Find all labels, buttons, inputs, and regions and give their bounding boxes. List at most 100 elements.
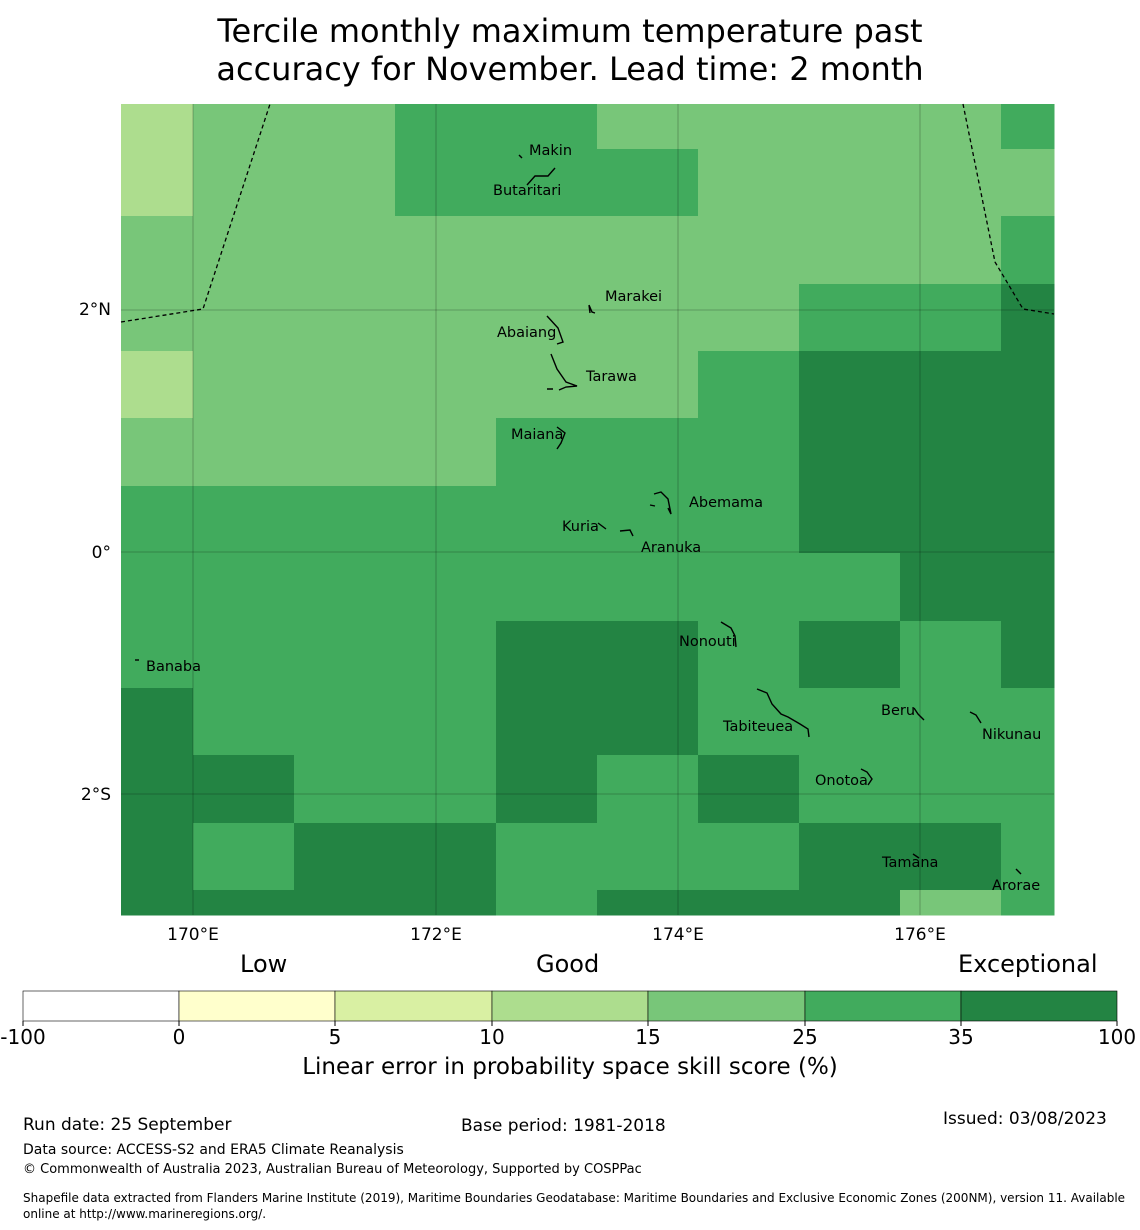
category-good: Good (536, 950, 600, 978)
grid-cell (698, 149, 800, 217)
grid-cell (193, 755, 295, 824)
eez-boundaries (120, 103, 1055, 323)
grid-cell (1001, 688, 1055, 756)
colorbar-swatch (491, 990, 649, 1022)
grid-cell (698, 755, 800, 824)
grid-cell (294, 418, 396, 487)
grid-cell (698, 486, 800, 554)
grid-cell (900, 486, 1002, 554)
island-labels: Makin Butaritari Marakei Abaiang Tarawa Maian… (146, 143, 1041, 894)
island-outline (597, 522, 634, 537)
graticule (121, 104, 1054, 915)
grid-cell (597, 755, 699, 824)
grid-cell (496, 688, 598, 756)
data-source: Data source: ACCESS-S2 and ERA5 Climate … (23, 1142, 404, 1158)
grid-cell (121, 351, 194, 419)
island-label: Tabiteuea (722, 719, 793, 735)
colorbar-tick-label: 15 (635, 1025, 660, 1049)
grid-cell (121, 755, 194, 824)
grid-cell (294, 688, 396, 756)
grid-cell (496, 149, 598, 217)
grid-cell (799, 418, 901, 487)
grid-cell (799, 688, 901, 756)
grid-cell (496, 351, 598, 419)
island-label: Banaba (146, 659, 201, 675)
grid-cell (496, 621, 598, 689)
skill-map: 2°N 0° 2°S 170°E 172°E 174°E 176°E Makin Butar… (79, 103, 1055, 945)
grid-cell (597, 418, 699, 487)
island-outline (1015, 868, 1022, 875)
colorbar-tick-label: -100 (0, 1025, 45, 1049)
grid-cell (294, 216, 396, 285)
colorbar: -100 0 5 10 15 25 35 100 (0, 990, 1136, 1049)
island-label: Aranuka (641, 540, 701, 556)
base-period: Base period: 1981-2018 (461, 1116, 666, 1136)
grid-cell (597, 688, 699, 756)
issued-date: Issued: 03/08/2023 (943, 1109, 1107, 1129)
grid-cell (193, 486, 295, 554)
grid-cell (496, 755, 598, 824)
grid-cell (799, 486, 901, 554)
grid-cell (395, 688, 497, 756)
island-label: Nonouti (679, 634, 736, 650)
island-outline (912, 853, 920, 859)
grid-cell (496, 284, 598, 352)
grid-cell (294, 890, 396, 916)
grid-cell (193, 351, 295, 419)
grid-cell (395, 890, 497, 916)
island-label: Abaiang (497, 325, 556, 341)
grid-cell (1001, 486, 1055, 554)
colorbar-tick-label: 35 (948, 1025, 973, 1049)
grid-cell (597, 284, 699, 352)
longitude-labels: 170°E 172°E 174°E 176°E (167, 925, 946, 945)
grid-cell (294, 553, 396, 622)
grid-cell (900, 621, 1002, 689)
grid-cell (799, 621, 901, 689)
grid-cell (698, 553, 800, 622)
grid-cell (1001, 149, 1055, 217)
colorbar-swatch (647, 990, 806, 1022)
grid-cell (395, 104, 497, 150)
grid-cell (900, 418, 1002, 487)
island-outline (649, 491, 672, 515)
grid-cell (121, 486, 194, 554)
grid-cell (698, 216, 800, 285)
colorbar-tick-label: 0 (173, 1025, 186, 1049)
colorbar-ticks: -100 0 5 10 15 25 35 100 (0, 1021, 1136, 1049)
grid-cell (900, 284, 1002, 352)
island-label: Beru (881, 703, 915, 719)
grid-cell (395, 284, 497, 352)
category-exceptional: Exceptional (958, 950, 1098, 978)
grid-cell (1001, 418, 1055, 487)
grid-cell (496, 823, 598, 891)
grid-cell (698, 284, 800, 352)
latitude-labels: 2°N 0° 2°S (79, 300, 111, 805)
grid-cell (1001, 216, 1055, 285)
grid-cell (121, 823, 194, 891)
island-label: Arorae (992, 878, 1040, 894)
grid-cell (395, 418, 497, 487)
grid-cell (1001, 284, 1055, 352)
island-outline (720, 621, 737, 648)
grid-cell (193, 418, 295, 487)
grid-cell (121, 553, 194, 622)
island-outline (546, 315, 564, 345)
colorbar-swatch (804, 990, 962, 1022)
grid-cell (597, 621, 699, 689)
island-label: Makin (529, 143, 572, 159)
island-outline (969, 711, 982, 724)
colorbar-tick-label: 25 (792, 1025, 817, 1049)
lon-label: 170°E (167, 925, 219, 945)
grid-cell (395, 216, 497, 285)
title-line-1: Tercile monthly maximum temperature past (217, 12, 923, 50)
colorbar-swatch (334, 990, 493, 1022)
grid-cell (193, 104, 295, 150)
grid-cell (294, 104, 396, 150)
grid-cell (395, 486, 497, 554)
colorbar-tick-label: 10 (479, 1025, 504, 1049)
grid-cell (121, 890, 194, 916)
grid-cell (900, 351, 1002, 419)
grid-cell (1001, 351, 1055, 419)
lon-label: 176°E (894, 925, 946, 945)
colorbar-tick-label: 100 (1098, 1025, 1136, 1049)
